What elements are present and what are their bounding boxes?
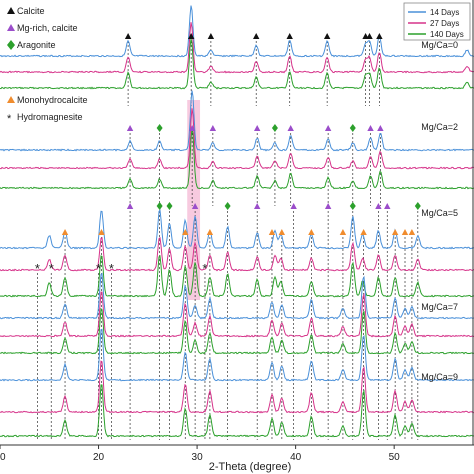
peak-marker-mg-ca-5-monohydrocalcite-17 — [278, 229, 286, 235]
calcite-legend-marker — [7, 7, 15, 14]
peak-marker-mg-ca-5-aragonite-3 — [166, 202, 173, 210]
group-label-mg-ca-0: Mg/Ca=0 — [421, 40, 458, 50]
peak-marker-mg-ca-5-hydromagnesite-25: * — [49, 261, 54, 276]
peak-marker-mg-ca-5-monohydrocalcite-13 — [61, 229, 69, 235]
x-tick-label-40: 40 — [290, 452, 302, 463]
peak-marker-mg-ca-5-hydromagnesite-27: * — [109, 261, 114, 276]
peak-marker-mg-ca-2-mg-rich-calcite-0 — [126, 125, 134, 131]
peak-marker-mg-ca-5-mg-rich-calcite-8 — [324, 203, 332, 209]
peak-marker-mg-ca-5-aragonite-9 — [349, 202, 356, 210]
x-axis-title: 2-Theta (degree) — [209, 461, 292, 473]
peak-marker-mg-ca-2-mg-rich-calcite-6 — [287, 125, 294, 131]
peak-marker-mg-ca-0-calcite-0 — [124, 33, 132, 39]
peak-marker-mg-ca-5-monohydrocalcite-14 — [182, 229, 189, 235]
peak-marker-mg-ca-0-calcite-2 — [207, 33, 215, 39]
group-label-mg-ca-7: Mg/Ca=7 — [421, 302, 458, 312]
group-label-mg-ca-5: Mg/Ca=5 — [421, 208, 458, 218]
time-legend: 14 Days 27 Days 140 Days — [403, 2, 471, 41]
monohydrocalcite-legend-label: Monohydrocalcite — [17, 95, 88, 105]
peak-marker-mg-ca-2-mg-rich-calcite-7 — [324, 125, 332, 131]
trace-mg-ca-9-140-days — [0, 384, 474, 438]
trace-mg-ca-9-27-days — [0, 360, 474, 414]
group-label-mg-ca-9: Mg/Ca=9 — [421, 372, 458, 382]
x-tick-label-30: 30 — [192, 452, 204, 463]
peak-marker-mg-ca-5-mg-rich-calcite-7 — [290, 203, 297, 209]
trace-mg-ca-5-140-days — [0, 254, 474, 298]
peak-marker-mg-ca-5-monohydrocalcite-20 — [360, 229, 367, 235]
x-tick-label-20: 20 — [93, 452, 105, 463]
peak-marker-mg-ca-5-monohydrocalcite-0 — [98, 229, 105, 235]
peak-marker-mg-ca-5-mg-rich-calcite-6 — [253, 203, 261, 209]
phase-legend-middle: Monohydrocalcite * Hydromagnesite — [7, 95, 88, 125]
peak-marker-mg-ca-2-aragonite-5 — [271, 124, 278, 132]
peak-marker-mg-ca-2-mg-rich-calcite-2 — [188, 125, 196, 131]
peak-marker-mg-ca-5-mg-rich-calcite-4 — [191, 203, 199, 209]
legend-label-140-days: 140 Days — [430, 30, 464, 39]
peak-marker-mg-ca-0-calcite-5 — [323, 33, 331, 39]
peak-marker-mg-ca-2-aragonite-1 — [156, 124, 163, 132]
peak-marker-mg-ca-5-monohydrocalcite-23 — [408, 229, 416, 235]
peak-marker-mg-ca-5-mg-rich-calcite-10 — [375, 203, 382, 209]
peak-marker-mg-ca-0-calcite-7 — [366, 33, 373, 39]
legend-label-27-days: 27 Days — [430, 19, 459, 28]
trace-mg-ca-7-14-days — [0, 272, 474, 320]
phase-legend-top: Calcite Mg-rich, calcite Aragonite — [7, 6, 78, 50]
phase-marker-layer: * * * * * — [35, 33, 421, 276]
peak-marker-mg-ca-5-hydromagnesite-28: * — [202, 261, 207, 276]
trace-mg-ca-0-140-days — [0, 38, 474, 90]
trace-mg-ca-2-140-days — [0, 127, 474, 190]
aragonite-legend-marker — [7, 40, 15, 50]
peak-marker-mg-ca-5-monohydrocalcite-16 — [268, 229, 276, 235]
hydromagnesite-legend-marker: * — [7, 113, 12, 125]
hydromagnesite-legend-label: Hydromagnesite — [17, 112, 83, 122]
peak-marker-mg-ca-2-aragonite-8 — [349, 124, 356, 132]
peak-marker-mg-ca-5-mg-rich-calcite-1 — [126, 203, 134, 209]
peak-marker-mg-ca-2-mg-rich-calcite-9 — [367, 125, 374, 131]
peak-marker-mg-ca-0-calcite-8 — [376, 33, 383, 39]
x-tick-layer: 10 20 30 40 50 — [0, 445, 400, 463]
peak-marker-mg-ca-5-monohydrocalcite-22 — [401, 229, 409, 235]
trace-mg-ca-2-14-days — [0, 90, 474, 152]
peak-marker-mg-ca-5-monohydrocalcite-18 — [308, 229, 315, 235]
x-tick-label-50: 50 — [389, 452, 401, 463]
peak-marker-mg-ca-2-mg-rich-calcite-3 — [209, 125, 217, 131]
peak-marker-mg-ca-5-mg-rich-calcite-11 — [384, 203, 391, 209]
peak-marker-mg-ca-5-monohydrocalcite-19 — [339, 229, 347, 235]
trace-mg-ca-0-27-days — [0, 22, 474, 74]
peak-marker-mg-ca-5-monohydrocalcite-21 — [391, 229, 399, 235]
trace-mg-ca-5-27-days — [0, 236, 474, 272]
peak-marker-mg-ca-5-hydromagnesite-26: * — [96, 261, 101, 276]
peak-marker-mg-ca-5-monohydrocalcite-15 — [206, 229, 214, 235]
mg-calcite-legend-marker — [7, 24, 15, 31]
legend-label-14-days: 14 Days — [430, 8, 459, 17]
trace-mg-ca-7-27-days — [0, 291, 474, 338]
group-label-mg-ca-2: Mg/Ca=2 — [421, 122, 458, 132]
peak-marker-mg-ca-2-mg-rich-calcite-4 — [253, 125, 261, 131]
peak-marker-mg-ca-5-aragonite-12 — [414, 202, 421, 210]
x-tick-label-10: 10 — [0, 452, 6, 463]
peak-marker-mg-ca-5-aragonite-2 — [156, 202, 163, 210]
peak-marker-mg-ca-5-aragonite-5 — [224, 202, 231, 210]
mg-calcite-legend-label: Mg-rich, calcite — [17, 23, 78, 33]
peak-marker-mg-ca-2-mg-rich-calcite-10 — [377, 125, 384, 131]
peak-marker-mg-ca-0-calcite-1 — [187, 33, 195, 39]
aragonite-legend-label: Aragonite — [17, 40, 56, 50]
trace-mg-ca-7-140-days — [0, 307, 474, 355]
peak-marker-mg-ca-0-calcite-4 — [286, 33, 293, 39]
calcite-legend-label: Calcite — [17, 6, 45, 16]
trace-mg-ca-9-14-days — [0, 328, 474, 382]
trace-mg-ca-0-14-days — [0, 5, 474, 58]
peak-marker-mg-ca-0-calcite-3 — [253, 33, 260, 39]
peak-marker-mg-ca-5-hydromagnesite-24: * — [35, 261, 40, 276]
trace-layer — [0, 5, 474, 438]
monohydrocalcite-legend-marker — [7, 96, 15, 103]
group-label-layer: Mg/Ca=0 Mg/Ca=2 Mg/Ca=5 Mg/Ca=7 Mg/Ca=9 — [421, 40, 458, 382]
trace-mg-ca-2-27-days — [0, 108, 474, 170]
